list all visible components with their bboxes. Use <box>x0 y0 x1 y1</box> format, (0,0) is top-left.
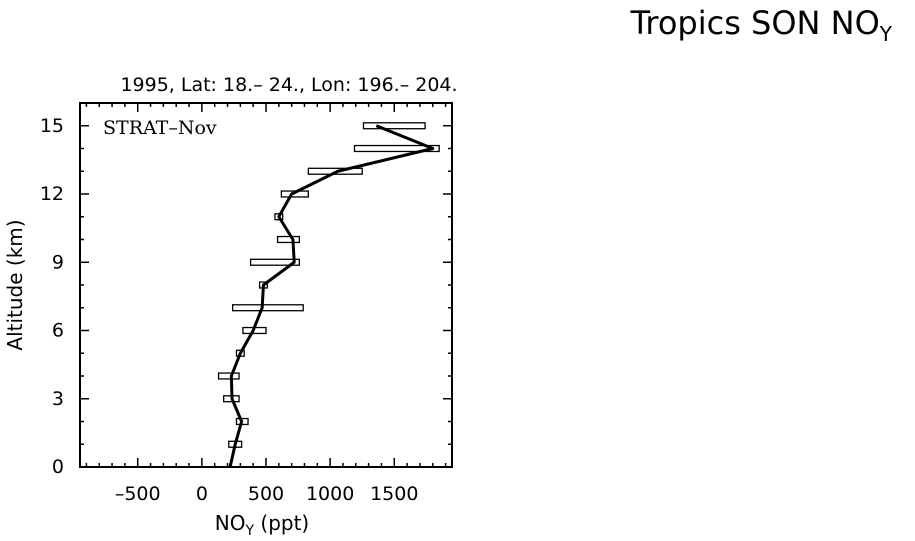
y-tick-label: 0 <box>52 456 64 478</box>
x-axis-label-main: NO <box>215 511 246 535</box>
range-box <box>231 304 304 312</box>
figure-title-subscript: Y <box>879 22 893 46</box>
x-axis-label: NOY (ppt) <box>215 511 309 539</box>
range-box <box>362 122 426 130</box>
y-tick-label: 15 <box>40 115 64 137</box>
profile-line <box>228 124 435 468</box>
figure-title-main: Tropics SON NO <box>630 4 880 42</box>
x-axis-label-unit: (ppt) <box>254 511 309 535</box>
panel-subtitle: 1995, Lat: 18.– 24., Lon: 196.– 204. <box>120 74 457 96</box>
x-tick-label: –500 <box>115 483 161 505</box>
y-tick-label: 12 <box>40 183 64 205</box>
range-box <box>353 144 440 153</box>
range-box <box>276 235 301 244</box>
y-tick-label: 3 <box>52 388 64 410</box>
y-tick-label: 6 <box>52 320 64 342</box>
x-tick-label: 0 <box>196 483 208 505</box>
range-boxes <box>217 122 440 448</box>
y-axis-label: Altitude (km) <box>3 219 27 350</box>
y-tick-label: 9 <box>52 251 64 273</box>
x-axis-label-subscript: Y <box>244 523 254 539</box>
range-box <box>249 258 301 266</box>
range-box <box>307 167 363 175</box>
panel-label: STRAT–Nov <box>103 117 217 139</box>
range-box <box>217 372 240 380</box>
x-tick-label: 1000 <box>306 483 354 505</box>
axis-ticks: –500 0 500 1000 1500 0 3 6 9 12 15 <box>40 102 452 505</box>
figure-title: Tropics SON NOY <box>630 4 893 46</box>
x-tick-label: 1500 <box>370 483 418 505</box>
x-tick-label: 500 <box>248 483 284 505</box>
